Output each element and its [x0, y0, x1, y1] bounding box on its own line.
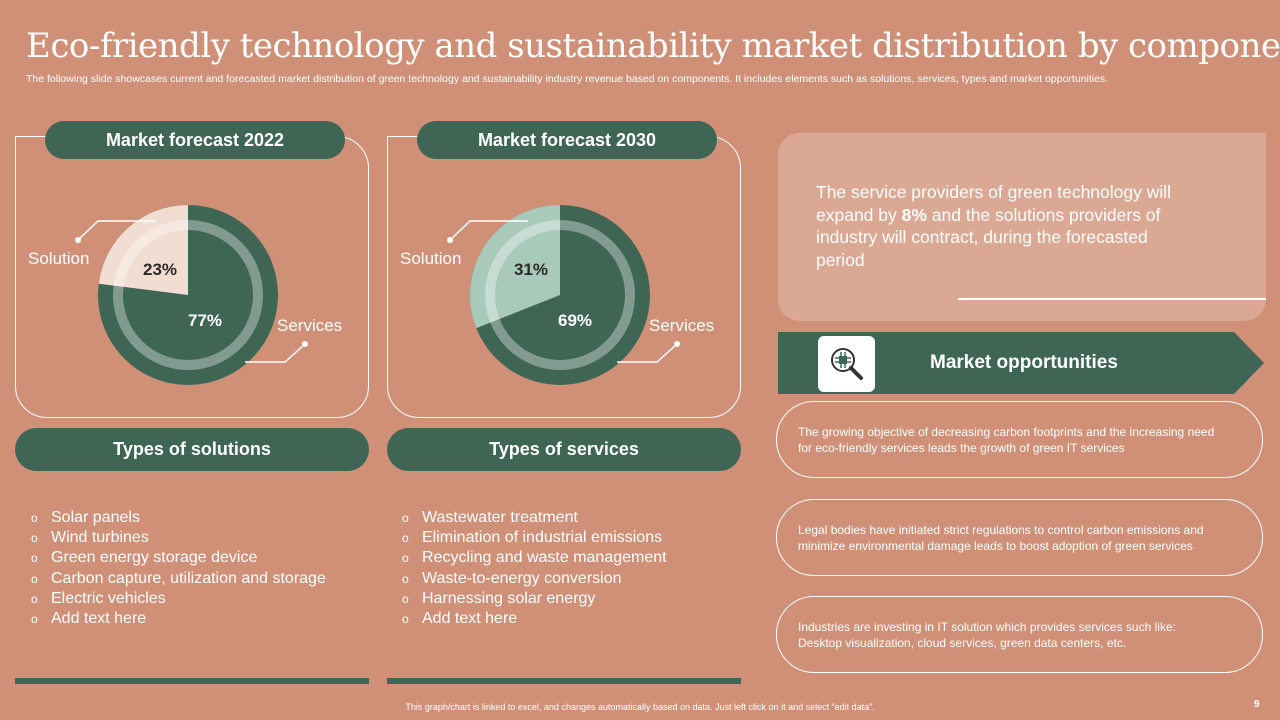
- slide-title: Eco-friendly technology and sustainabili…: [26, 26, 1280, 66]
- pie-2030-services-value: 69%: [558, 311, 593, 330]
- list-item: o Wind turbines: [31, 528, 326, 548]
- pie-slice-solution: [470, 205, 560, 329]
- services-list: o Wastewater treatment o Elimination of in…: [402, 508, 667, 629]
- forecast-callout: The service providers of green technolog…: [778, 133, 1266, 321]
- forecast-2030-chart: [447, 205, 680, 385]
- list-item: o Elimination of industrial emissions: [402, 528, 667, 548]
- forecast-2030-title: Market forecast 2030: [417, 121, 717, 159]
- callout-divider: [958, 298, 1266, 300]
- page-number: 9: [1254, 699, 1260, 710]
- forecast-2022-title: Market forecast 2022: [45, 121, 345, 159]
- slide-subtitle: The following slide showcases current an…: [26, 73, 1109, 85]
- pie-2022-solution-label: Solution: [28, 249, 90, 268]
- pie-2022-services-label: Services: [277, 316, 343, 335]
- footer-note: This graph/chart is linked to excel, and…: [405, 702, 875, 712]
- pie-2022-solution-value: 23%: [143, 260, 178, 279]
- leader-line-solution: [77, 220, 156, 241]
- bullet-icon: o: [31, 511, 38, 525]
- pie-2030-solution-value: 31%: [514, 260, 549, 279]
- opportunity-item-3: Industries are investing in IT solution …: [776, 596, 1263, 673]
- leader-dot: [447, 237, 453, 243]
- leader-line-services: [617, 343, 678, 363]
- pie-2030-solution-label: Solution: [400, 249, 462, 268]
- magnifier-chip-icon: [818, 336, 875, 392]
- services-bottom-bar: [387, 678, 741, 684]
- bullet-icon: o: [402, 571, 409, 586]
- services-heading: Types of services: [387, 428, 741, 471]
- bullet-icon: o: [31, 612, 38, 627]
- bullet-icon: o: [402, 591, 409, 606]
- bullet-icon: o: [31, 591, 38, 606]
- list-item: o Solar panels: [31, 508, 326, 528]
- bullet-icon: o: [402, 531, 409, 546]
- pie-ring: [485, 220, 635, 370]
- opportunity-item-1: The growing objective of decreasing carb…: [776, 401, 1263, 478]
- solutions-heading: Types of solutions: [15, 428, 369, 471]
- list-item: o Waste-to-energy conversion: [402, 569, 667, 589]
- pie-2022-services-value: 77%: [188, 311, 223, 330]
- list-item: o Green energy storage device: [31, 548, 326, 568]
- leader-dot: [302, 341, 308, 347]
- bullet-icon: o: [402, 551, 409, 566]
- solutions-bottom-bar: [15, 678, 369, 684]
- leader-line-solution: [449, 220, 528, 241]
- pie-slice-solution: [98, 205, 188, 295]
- forecast-2022-chart: [75, 205, 308, 385]
- list-item: o Electric vehicles: [31, 589, 326, 609]
- opportunities-title: Market opportunities: [930, 352, 1118, 373]
- bullet-icon: o: [402, 612, 409, 627]
- solutions-list: o Solar panels o Wind turbines o Green ener…: [31, 508, 326, 629]
- list-item: o Carbon capture, utilization and storage: [31, 569, 326, 589]
- opportunities-banner: [778, 332, 1264, 394]
- list-item: o Add text here: [31, 609, 326, 629]
- pie-ring: [113, 220, 263, 370]
- list-item: o Harnessing solar energy: [402, 589, 667, 609]
- callout-highlight: 8%: [901, 204, 927, 225]
- bullet-icon: o: [402, 511, 409, 525]
- bullet-icon: o: [31, 551, 38, 566]
- bullet-icon: o: [31, 531, 38, 546]
- leader-line-services: [245, 343, 306, 363]
- bullet-icon: o: [31, 571, 38, 586]
- leader-dot: [75, 237, 81, 243]
- opportunity-item-2: Legal bodies have initiated strict regul…: [776, 499, 1263, 576]
- callout-text: The service providers of green technolog…: [816, 182, 1172, 270]
- list-item: o Add text here: [402, 609, 667, 629]
- list-item: o Wastewater treatment: [402, 508, 667, 528]
- pie-2030-services-label: Services: [649, 316, 715, 335]
- leader-dot: [674, 341, 680, 347]
- list-item: o Recycling and waste management: [402, 548, 667, 568]
